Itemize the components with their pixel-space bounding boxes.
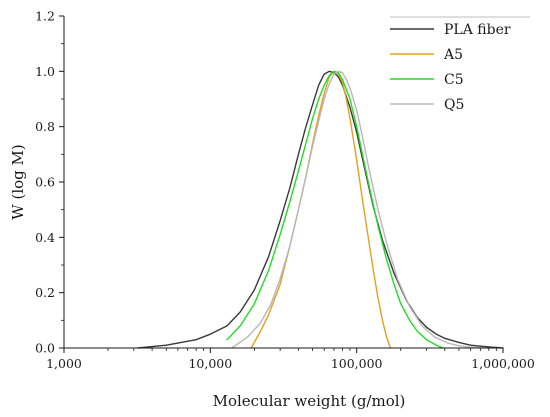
x-axis: 1,000 10,000 100,000 1,000,000	[46, 347, 535, 371]
y-axis-title: W (log M)	[9, 144, 27, 219]
legend: PLA fiber A5 C5 Q5	[390, 16, 530, 113]
x-tick-label-3: 1,000,000	[471, 356, 535, 371]
x-tick-label-0: 1,000	[46, 356, 82, 371]
y-tick-label-0: 0.0	[35, 341, 55, 356]
legend-label-3: Q5	[444, 97, 464, 113]
plot-series	[137, 70, 504, 349]
y-tick-label-3: 0.6	[35, 175, 55, 190]
legend-label-2: C5	[444, 72, 464, 88]
y-axis: 0.0 0.2 0.4 0.6 0.8 1.0 1.2	[35, 9, 65, 356]
y-tick-label-6: 1.2	[35, 9, 55, 24]
x-tick-label-1: 10,000	[188, 356, 232, 371]
y-tick-label-1: 0.2	[35, 285, 55, 300]
y-tick-label-2: 0.4	[35, 230, 55, 245]
legend-label-1: A5	[443, 47, 463, 63]
series-line-2	[226, 70, 444, 349]
x-tick-label-2: 100,000	[331, 356, 383, 371]
y-tick-label-4: 0.8	[35, 119, 55, 134]
legend-label-0: PLA fiber	[444, 22, 511, 38]
y-tick-label-5: 1.0	[35, 64, 55, 79]
series-line-0	[137, 70, 504, 349]
series-line-3	[231, 70, 486, 349]
x-axis-title: Molecular weight (g/mol)	[213, 392, 406, 410]
